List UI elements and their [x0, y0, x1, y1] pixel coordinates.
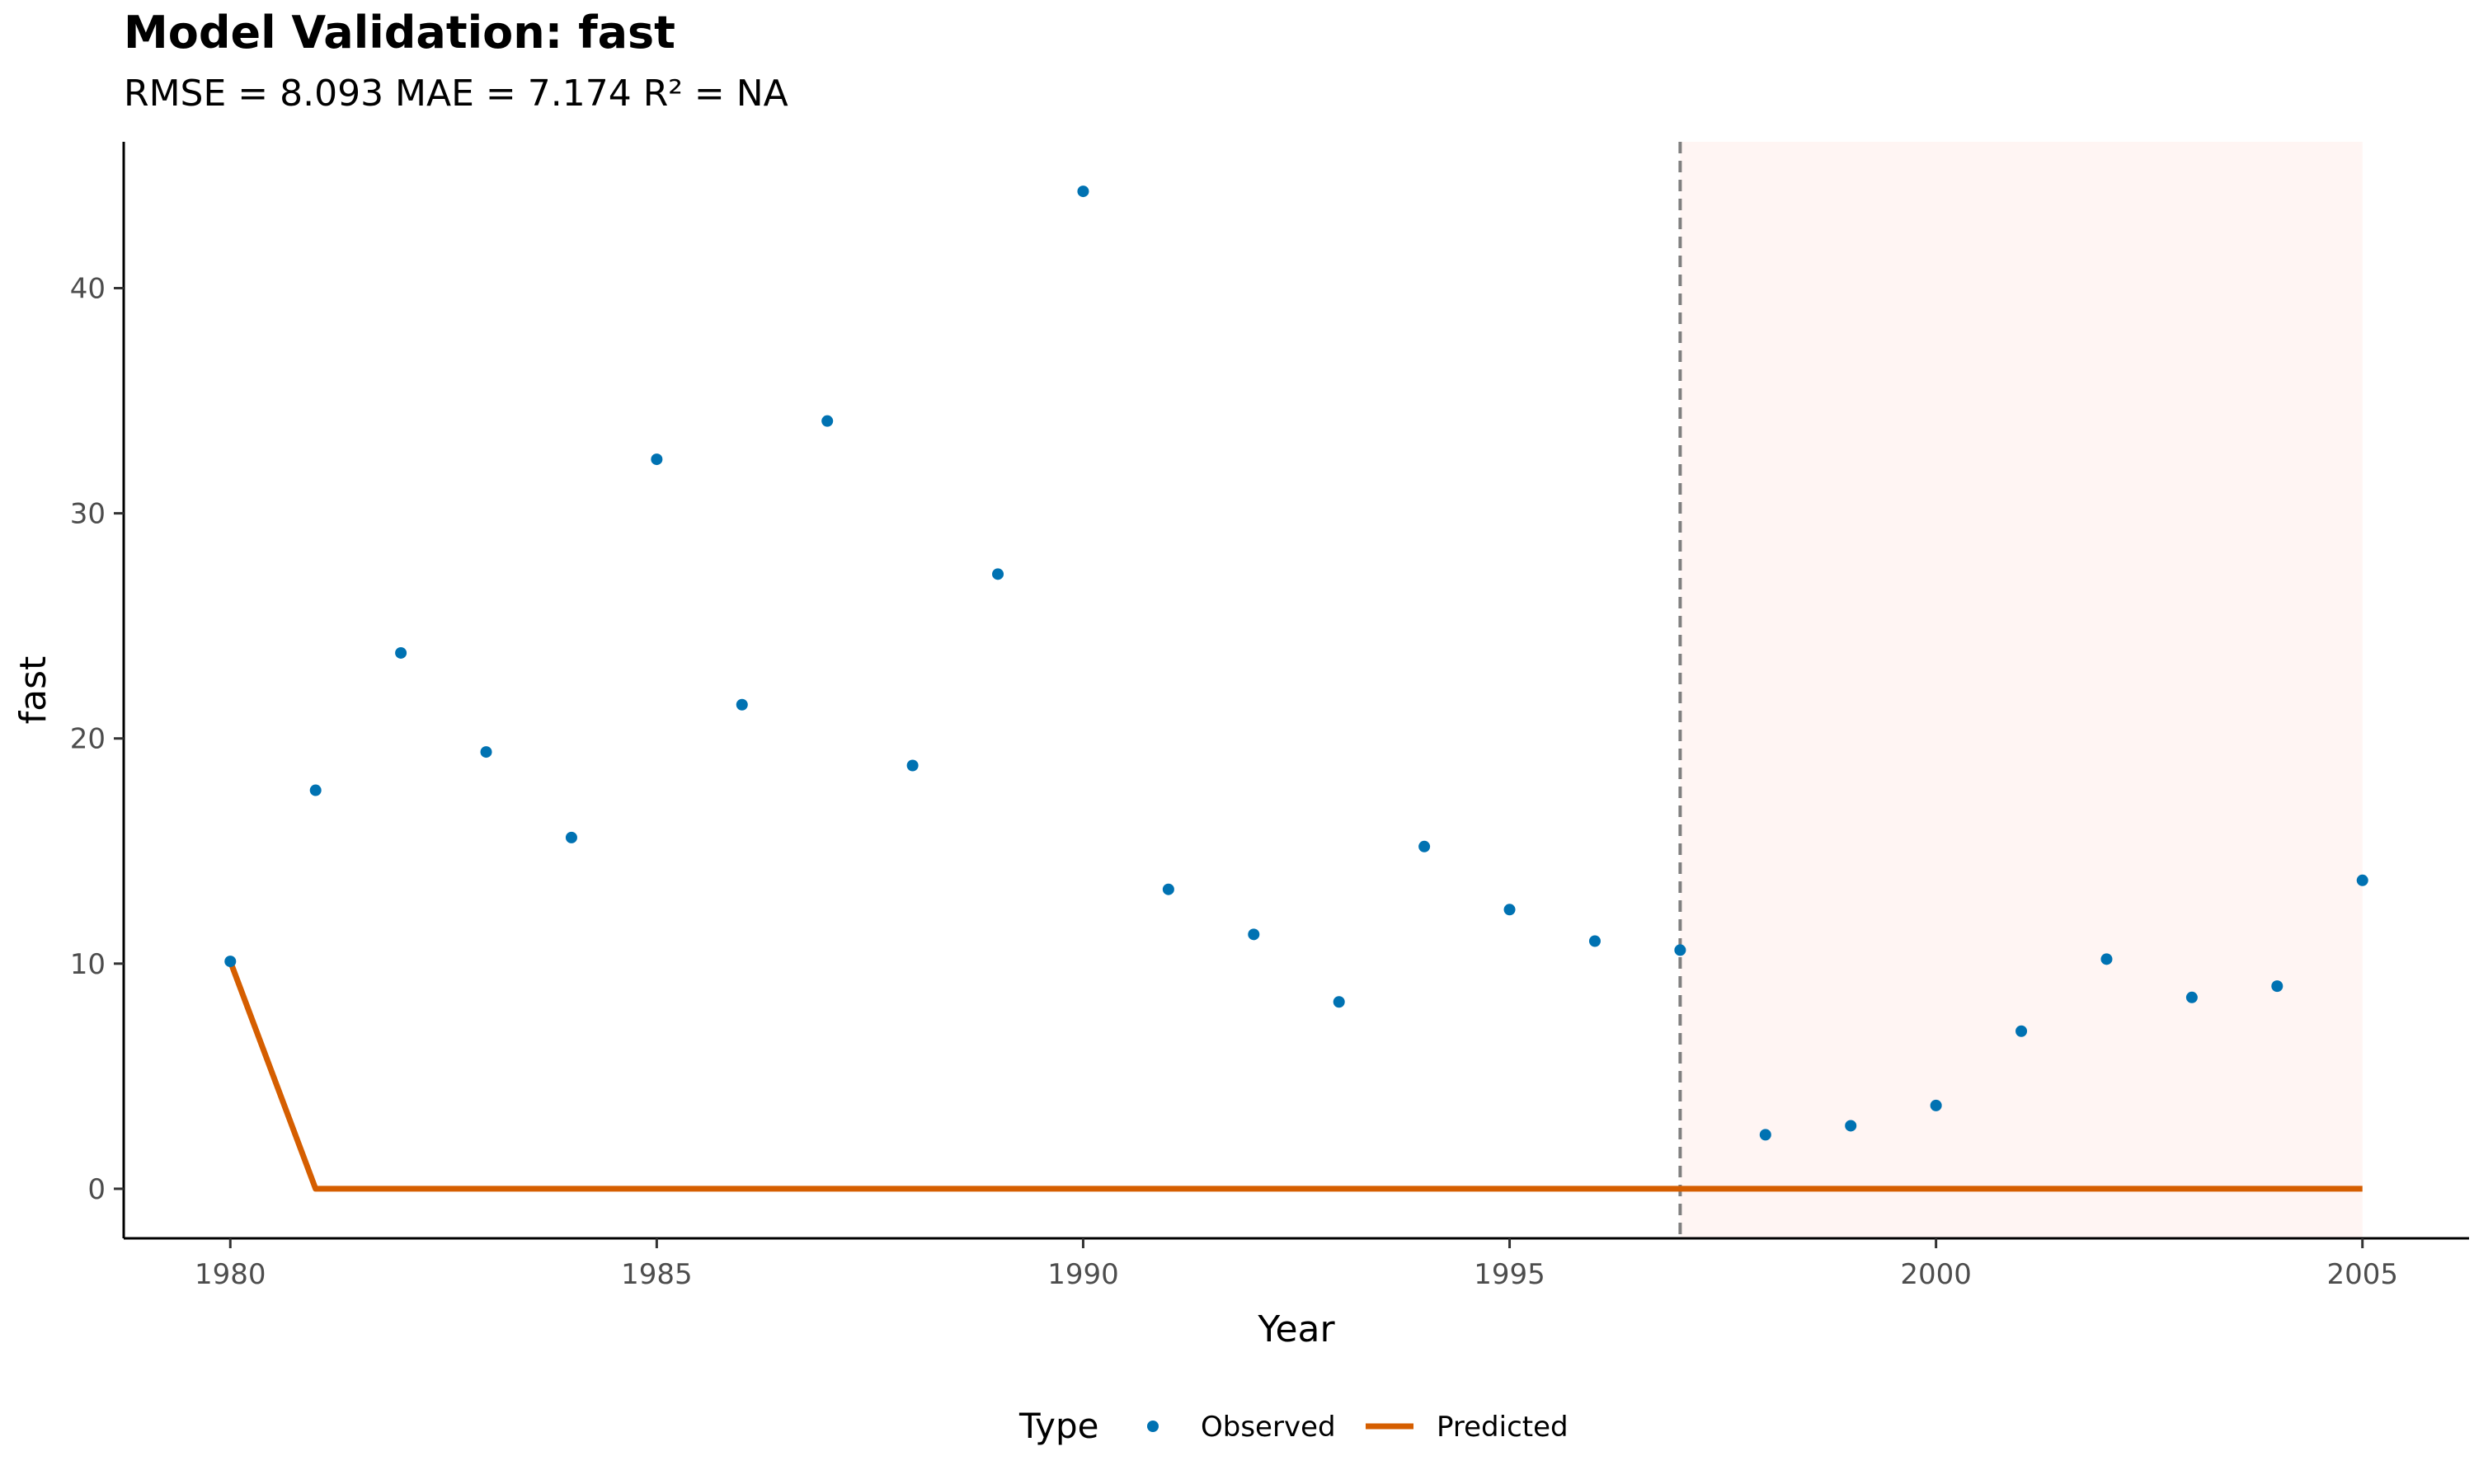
- observed-point: [1674, 944, 1686, 956]
- legend-predicted-label: Predicted: [1437, 1411, 1569, 1444]
- observed-point: [1077, 186, 1089, 198]
- observed-point: [2015, 1025, 2028, 1037]
- validation-region: [1680, 142, 2363, 1238]
- observed-point: [1333, 996, 1345, 1008]
- chart-title: Model Validation: fast: [124, 7, 675, 59]
- axis-labels-layer: Year fast: [12, 656, 1335, 1350]
- observed-point: [224, 956, 237, 968]
- legend-observed-marker: [1147, 1421, 1159, 1432]
- x-tick-label: 2005: [2326, 1258, 2398, 1291]
- observed-point: [2100, 953, 2113, 965]
- observed-point: [736, 698, 748, 711]
- y-tick-label: 20: [70, 723, 106, 756]
- observed-point: [2271, 980, 2284, 993]
- x-tick-label: 1980: [195, 1258, 266, 1291]
- x-tick-label: 1995: [1474, 1258, 1545, 1291]
- axes-layer: 1980 1985 1990 1995 2000 2005 0 10 20 30 40: [70, 142, 2469, 1291]
- observed-series-layer: [224, 186, 2368, 1141]
- observed-point: [1845, 1120, 1857, 1132]
- legend-observed-label: Observed: [1201, 1411, 1336, 1444]
- observed-point: [651, 453, 663, 466]
- predicted-line: [227, 960, 2363, 1192]
- y-tick-label: 10: [70, 948, 106, 981]
- validation-region-layer: [1680, 142, 2363, 1238]
- observed-point: [906, 759, 919, 772]
- observed-point: [1759, 1129, 1771, 1141]
- x-axis-title: Year: [1257, 1308, 1335, 1350]
- observed-point: [1503, 904, 1516, 916]
- observed-point: [309, 784, 322, 796]
- x-tick-label: 2000: [1900, 1258, 1972, 1291]
- observed-point: [2356, 874, 2368, 886]
- y-axis-title: fast: [12, 656, 54, 725]
- observed-point: [821, 415, 834, 427]
- observed-point: [565, 831, 577, 843]
- observed-point: [992, 568, 1004, 580]
- x-tick-label: 1990: [1047, 1258, 1119, 1291]
- observed-point: [1418, 840, 1431, 852]
- observed-point: [1930, 1099, 1942, 1111]
- observed-point: [1248, 928, 1260, 941]
- x-tick-label: 1985: [621, 1258, 693, 1291]
- observed-point: [1588, 935, 1601, 947]
- y-tick-label: 0: [87, 1173, 106, 1206]
- legend-title: Type: [1018, 1406, 1098, 1446]
- observed-point: [1162, 883, 1174, 895]
- observed-point: [480, 746, 492, 758]
- legend: Type Observed Predicted: [1018, 1406, 1569, 1446]
- observed-point: [2185, 991, 2198, 1003]
- predicted-series-layer: [227, 960, 2363, 1192]
- observed-point: [395, 646, 407, 659]
- y-tick-label: 40: [70, 273, 106, 306]
- y-tick-label: 30: [70, 498, 106, 531]
- chart-subtitle: RMSE = 8.093 MAE = 7.174 R² = NA: [124, 73, 788, 115]
